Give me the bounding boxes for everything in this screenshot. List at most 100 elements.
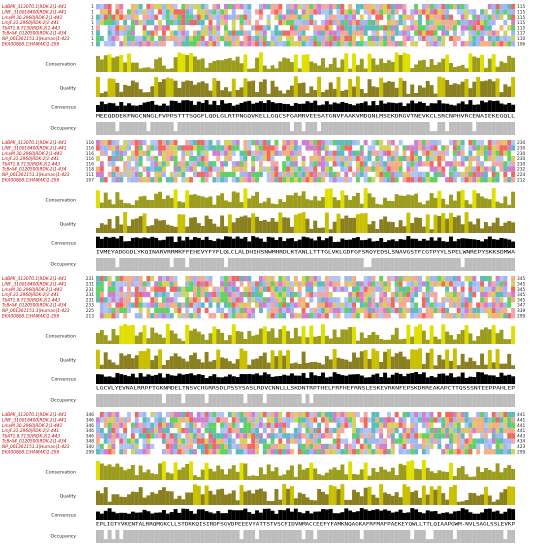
residue-cell [192, 291, 197, 298]
residue-cell [460, 412, 465, 418]
consensus-bar [445, 512, 450, 520]
residue-cell [216, 443, 221, 450]
occupancy-bar [262, 403, 267, 407]
residue-cell [379, 9, 384, 15]
residue-cell [379, 281, 384, 287]
occupancy-bar [111, 122, 116, 135]
residue-cell [208, 14, 213, 20]
residue-cell [111, 41, 116, 47]
residue-cell [208, 166, 213, 172]
residue-cell [200, 161, 205, 167]
residue-cell [270, 30, 275, 36]
residue-cell [305, 4, 310, 10]
residue-cell [355, 9, 360, 15]
conservation-bar [231, 60, 236, 72]
consensus-bar [359, 240, 364, 248]
residue-cell [499, 161, 504, 167]
quality-bar [212, 78, 217, 97]
occupancy-bar [266, 258, 271, 271]
residue-cell [274, 30, 279, 36]
occupancy-bar [507, 258, 512, 271]
residue-cell [425, 291, 430, 298]
residue-cell [192, 166, 197, 172]
residue-cell [192, 427, 197, 434]
residue-cell [425, 150, 430, 156]
occupancy-bar [464, 530, 469, 543]
occupancy-bar [196, 122, 201, 135]
conservation-bar [445, 471, 450, 480]
residue-cell [255, 177, 259, 183]
residue-cell [181, 14, 186, 20]
conservation-bar [336, 337, 341, 344]
residue-cell [274, 145, 279, 151]
residue-cell [99, 281, 104, 287]
consensus-label: Consensus [51, 513, 76, 519]
residue-cell [196, 427, 201, 434]
sequence-name: LmxM.30.2960|RDK-2|1-441 [2, 151, 63, 157]
residue-cell [429, 422, 434, 428]
residue-cell [208, 30, 213, 36]
conservation-bar [305, 337, 310, 344]
quality-bar [464, 79, 469, 97]
residue-cell [107, 412, 112, 418]
residue-cell [212, 286, 217, 292]
alignment-block: LdBPK_313070.1|RDK-2|1-441 1 115LINF_31001… [2, 4, 525, 135]
conservation-bar [192, 328, 197, 344]
consensus-bar [138, 512, 143, 520]
conservation-bar [301, 326, 306, 344]
quality-bar [282, 217, 287, 233]
residue-cell [456, 276, 461, 282]
residue-cell [379, 449, 384, 455]
residue-cell [99, 150, 104, 156]
sequence-name: EKA00808.1|HAMAK|1-299 [2, 177, 60, 183]
residue-cell [282, 417, 287, 423]
residue-cell [247, 291, 252, 298]
residue-cell [235, 140, 240, 146]
residue-cell [371, 145, 376, 151]
occupancy-bar [239, 122, 244, 135]
residue-cell [328, 19, 333, 26]
residue-cell [348, 276, 353, 282]
residue-cell [406, 433, 411, 439]
quality-bar [383, 351, 388, 369]
conservation-bar [165, 195, 170, 208]
sequence-name: TbAT1.8.7130|RDK-2|1-443 [2, 297, 60, 303]
occupancy-bar [491, 530, 496, 543]
occupancy-bar [255, 394, 259, 407]
residue-cell [410, 422, 415, 428]
residue-cell [266, 286, 271, 292]
occupancy-bar [96, 394, 100, 407]
occupancy-bar [204, 258, 209, 271]
residue-cell [181, 177, 186, 183]
residue-cell [324, 422, 329, 428]
occupancy-bar [96, 530, 100, 543]
conservation-bar [278, 475, 283, 480]
residue-cell [317, 302, 322, 308]
consensus-bar [340, 238, 345, 248]
occupancy-bar [123, 122, 128, 135]
occupancy-bar [433, 394, 438, 407]
residue-cell [200, 291, 205, 298]
residue-cell [107, 14, 112, 20]
conservation-bar [130, 204, 135, 208]
residue-cell [161, 171, 166, 178]
quality-bar [414, 92, 419, 97]
residue-cell [472, 140, 477, 146]
residue-cell [96, 35, 100, 42]
residue-cell [146, 9, 151, 15]
occupancy-bar [359, 539, 364, 543]
sequence-name: NP_001361151.1|Human|1-423 [2, 36, 70, 42]
residue-cell [251, 297, 256, 303]
residue-cell [499, 150, 504, 156]
residue-cell [258, 291, 263, 298]
occupancy-bar [278, 530, 283, 543]
residue-cell [363, 281, 368, 287]
residue-cell [297, 443, 302, 450]
residue-cell [394, 297, 399, 303]
residue-cell [96, 286, 100, 292]
conservation-bar [418, 469, 422, 480]
conservation-bar [313, 63, 318, 72]
occupancy-bar [231, 530, 236, 543]
conservation-bar [255, 475, 259, 480]
residue-cell [293, 313, 298, 319]
